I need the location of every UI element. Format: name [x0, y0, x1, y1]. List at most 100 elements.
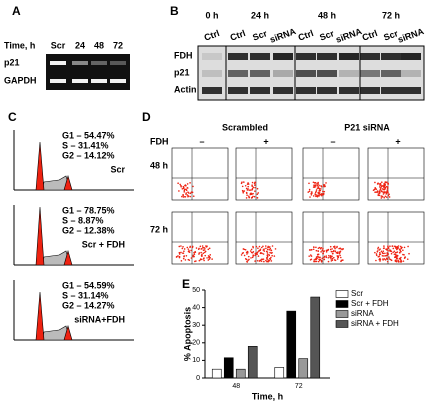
cell-dot — [199, 258, 202, 261]
cell-dot — [251, 196, 253, 199]
cell-dot — [314, 191, 317, 194]
cell-dot — [256, 197, 259, 199]
blot-band — [339, 87, 359, 94]
cell-dot — [400, 246, 403, 249]
cell-dot — [384, 259, 387, 261]
blot-band — [381, 87, 401, 94]
cell-dot — [374, 191, 376, 193]
cell-dot — [271, 254, 273, 257]
panel-letter: C — [8, 110, 17, 124]
cell-dot — [180, 251, 182, 254]
cell-dot — [308, 182, 310, 185]
cell-dot — [394, 247, 397, 249]
cell-dot — [262, 253, 265, 255]
cell-dot — [178, 190, 180, 192]
cell-dot — [325, 249, 328, 252]
cell-dot — [397, 245, 400, 247]
cell-dot — [184, 195, 187, 198]
lane-label: Ctrl — [361, 28, 379, 43]
cell-dot — [375, 254, 378, 257]
cell-dot — [318, 256, 320, 259]
cell-dot — [385, 185, 388, 188]
cell-dot — [318, 184, 320, 187]
blot-band — [228, 70, 248, 77]
cell-dot — [407, 245, 409, 248]
bar — [286, 310, 297, 379]
cell-dot — [180, 260, 183, 262]
x-tick-label: 72 — [295, 383, 303, 390]
cell-dot — [189, 182, 191, 184]
cell-dot — [382, 259, 384, 261]
lane-label: Scr — [382, 28, 400, 43]
cell-dot — [329, 245, 332, 248]
cell-dot — [254, 184, 256, 186]
row-label: FDH — [174, 50, 193, 60]
cell-dot — [342, 259, 344, 261]
cell-dot — [396, 254, 398, 257]
cell-dot — [309, 259, 312, 261]
cell-dot — [388, 256, 390, 258]
cell-dot — [203, 259, 205, 262]
cell-dot — [388, 258, 391, 260]
cell-dot — [258, 250, 260, 252]
row-time: 48 h — [150, 160, 168, 170]
cell-dot — [189, 195, 192, 198]
cell-dot — [382, 193, 385, 195]
lane-label: Ctrl — [229, 28, 247, 43]
cell-dot — [267, 246, 269, 249]
cell-dot — [192, 255, 194, 258]
cell-dot — [378, 194, 381, 197]
panel-letter: B — [170, 4, 179, 18]
blot-band — [381, 70, 401, 77]
cell-dot — [378, 253, 381, 256]
cell-dot — [206, 257, 208, 259]
cell-dot — [209, 257, 211, 259]
cell-dot — [387, 249, 389, 252]
cell-dot — [310, 255, 313, 257]
scatter-box — [171, 211, 229, 265]
cell-dot — [316, 256, 318, 258]
cell-dot — [208, 247, 211, 250]
cell-dot — [268, 260, 271, 262]
cell-dot — [320, 185, 323, 188]
cell-dot — [337, 256, 340, 259]
cell-dot — [187, 258, 190, 261]
cell-dot — [192, 254, 194, 257]
gel-band — [72, 61, 88, 65]
bar — [247, 346, 258, 379]
y-tick-label: 40 — [192, 304, 200, 311]
cell-dot — [329, 248, 332, 251]
cell-dot — [380, 197, 383, 199]
cell-dot — [257, 255, 260, 257]
lane-label: Ctrl — [203, 28, 221, 43]
cell-dot — [313, 260, 315, 263]
cell-dot — [267, 259, 270, 261]
cell-dot — [254, 190, 256, 192]
lane-label: Ctrl — [297, 28, 315, 43]
cell-dot — [207, 248, 210, 251]
cell-dot — [314, 185, 317, 187]
cell-dot — [266, 255, 269, 258]
cell-dot — [252, 250, 255, 253]
cell-dot — [378, 192, 381, 195]
cell-dot — [243, 254, 246, 257]
cell-dot — [394, 256, 396, 259]
cell-dot — [198, 253, 200, 255]
cell-dot — [329, 256, 332, 259]
cell-dot — [177, 182, 179, 185]
scatter-box — [171, 147, 229, 201]
row-time: 72 h — [150, 224, 168, 234]
cell-dot — [314, 260, 316, 263]
cell-dot — [269, 258, 272, 260]
cell-dot — [317, 250, 319, 252]
cell-dot — [314, 182, 317, 184]
cell-dot — [384, 191, 386, 194]
cell-dot — [340, 259, 343, 262]
cell-dot — [255, 245, 258, 248]
cell-dot — [187, 195, 190, 197]
cell-dot — [406, 258, 409, 260]
blot-band — [360, 53, 380, 60]
cell-dot — [314, 258, 317, 260]
cell-dot — [384, 254, 387, 257]
cell-dot — [250, 257, 252, 259]
